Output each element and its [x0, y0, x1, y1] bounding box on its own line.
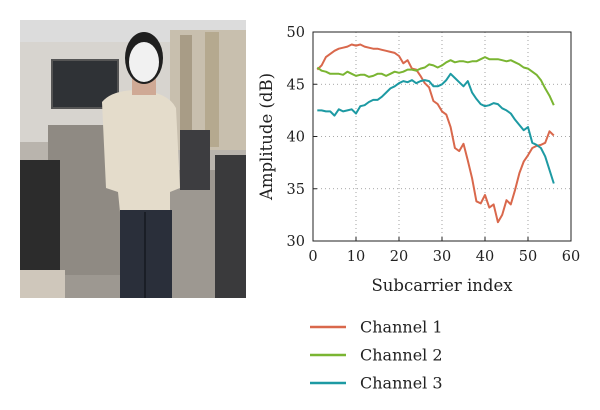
amplitude-chart: 0 10 20 30 40 50 60 30 35 40 45 50 Subcarrier index… — [257, 25, 581, 295]
legend: Channel 1 Channel 2 Channel 3 — [310, 318, 443, 393]
photo-face-blur — [129, 42, 159, 82]
person-photo — [20, 20, 246, 298]
grid — [313, 32, 571, 241]
tick-labels: 0 10 20 30 40 50 60 30 35 40 45 50 — [287, 25, 581, 265]
x-tick-label: 50 — [519, 249, 537, 265]
x-axis-label: Subcarrier index — [371, 276, 513, 295]
x-tick-label: 30 — [433, 249, 451, 265]
series-line-channel-1 — [316, 43, 555, 224]
photo-chair — [180, 130, 210, 190]
axes — [312, 31, 572, 242]
legend-label-channel-3: Channel 3 — [360, 374, 443, 393]
series-line-channel-2 — [316, 56, 555, 106]
x-tick-label: 10 — [347, 249, 365, 265]
y-tick-label: 40 — [287, 130, 305, 146]
photo-cabinet — [215, 155, 246, 298]
legend-label-channel-1: Channel 1 — [360, 318, 443, 337]
series-line-channel-3 — [317, 72, 555, 184]
x-tick-label: 0 — [308, 249, 317, 265]
x-tick-label: 60 — [562, 249, 580, 265]
y-axis-label: Amplitude (dB) — [257, 73, 276, 201]
photo-hoodie — [102, 90, 180, 212]
photo-equipment — [20, 160, 60, 270]
y-tick-label: 35 — [287, 182, 305, 198]
legend-label-channel-2: Channel 2 — [360, 346, 443, 365]
y-tick-label: 45 — [287, 77, 305, 93]
x-tick-label: 40 — [476, 249, 494, 265]
series-lines — [316, 43, 555, 224]
x-tick-label: 20 — [390, 249, 408, 265]
y-tick-label: 50 — [287, 25, 305, 41]
y-tick-label: 30 — [287, 234, 305, 250]
